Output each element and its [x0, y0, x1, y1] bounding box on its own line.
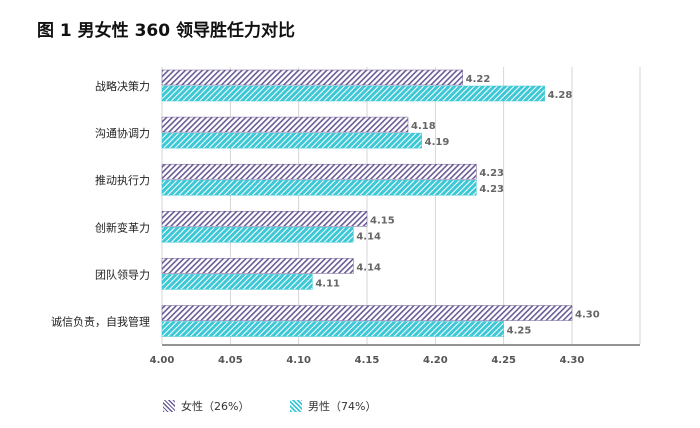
x-tick-label: 4.30 [560, 355, 585, 366]
bar-female [161, 258, 354, 274]
data-label: 4.14 [356, 231, 381, 242]
x-tick-label: 4.15 [355, 355, 380, 366]
legend-label-female: 女性（26%） [181, 400, 250, 413]
bar-male [161, 179, 477, 196]
data-label: 4.11 [315, 278, 340, 289]
legend-item-female: 女性（26%） [163, 398, 249, 414]
data-label: 4.19 [425, 137, 450, 148]
x-tick-label: 4.25 [491, 355, 516, 366]
bars [161, 69, 573, 337]
bar-male [161, 227, 354, 243]
bar-male [161, 274, 313, 290]
bar-female [161, 116, 409, 133]
bar-male [161, 132, 422, 149]
x-axis: 4.00 4.05 4.10 4.15 4.20 4.25 4.30 [150, 344, 640, 366]
data-label: 4.25 [507, 326, 532, 337]
category-label: 战略决策力 [95, 79, 150, 93]
bar-female [161, 305, 573, 321]
gridlines [161, 67, 641, 344]
chart-title: 图 1 男女性 360 领导胜任力对比 [37, 21, 295, 41]
data-labels: 4.22 4.28 4.18 4.19 4.23 4.23 4.15 4.14 4.14 4.11… [315, 74, 599, 337]
data-label: 4.23 [479, 184, 504, 195]
data-label: 4.23 [479, 168, 504, 179]
category-label: 推动执行力 [95, 173, 150, 187]
data-label: 4.22 [466, 74, 491, 85]
legend-item-male: 男性（74%） [290, 398, 376, 414]
data-label: 4.15 [370, 215, 395, 226]
legend-swatch-female [163, 400, 175, 412]
bar-female [161, 211, 368, 227]
category-label: 诚信负责，自我管理 [51, 315, 150, 329]
data-label: 4.14 [356, 262, 381, 273]
category-label: 沟通协调力 [95, 126, 150, 140]
x-tick-label: 4.20 [423, 355, 448, 366]
x-tick-label: 4.05 [218, 355, 243, 366]
bar-female [161, 69, 463, 86]
bar-male [161, 321, 504, 337]
legend-label-male: 男性（74%） [308, 400, 377, 413]
category-label: 团队领导力 [95, 267, 150, 281]
legend-swatch-male [290, 400, 302, 412]
data-label: 4.30 [575, 310, 600, 321]
category-label: 创新变革力 [95, 220, 150, 234]
x-tick-label: 4.00 [150, 355, 175, 366]
bar-female [161, 163, 477, 180]
bar-male [161, 85, 545, 102]
x-tick-label: 4.10 [286, 355, 311, 366]
data-label: 4.18 [411, 121, 436, 132]
data-label: 4.28 [548, 90, 573, 101]
